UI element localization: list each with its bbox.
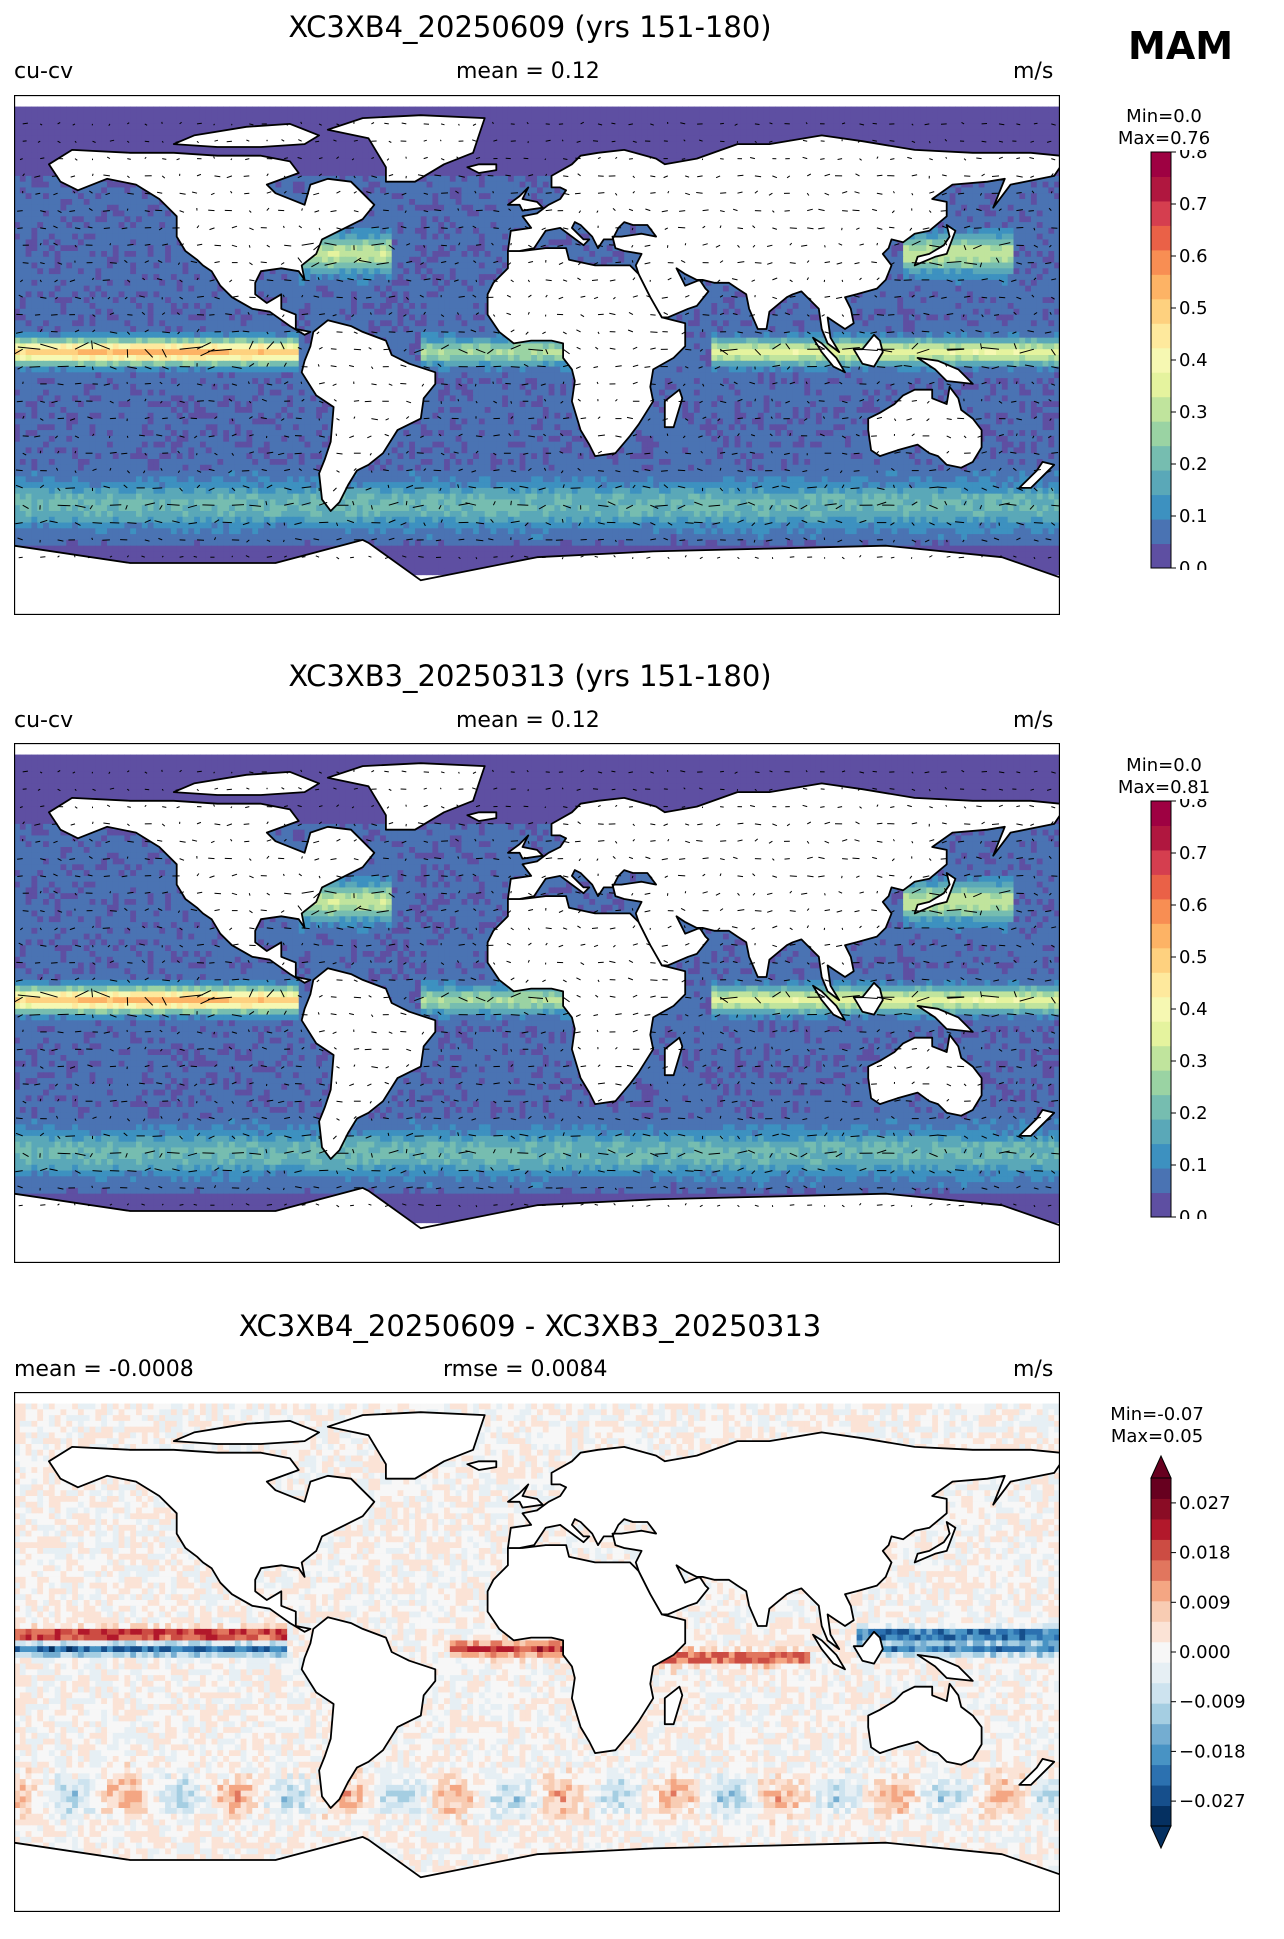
colorbar-tick-label: 0.009 [1179,1592,1231,1613]
panel-2-title: XC3XB3_20250313 (yrs 151-180) [0,659,1060,693]
panel-1-min-label: Min=0.0 [1104,106,1224,128]
panel-3-map [14,1392,1060,1912]
panel-2-map [14,743,1060,1263]
colorbar-tick-label: 0.6 [1179,246,1208,267]
panel-1-colorbar: 0.0 0.1 0.2 0.3 0.4 0.5 0.6 0.7 0.8 [1150,150,1208,570]
panel-3-center-label: rmse = 0.0084 [443,1357,607,1382]
panel-2-max-label: Max=0.81 [1104,777,1224,799]
colorbar-tick-label: 0.1 [1179,1155,1208,1176]
panel-3-left-label: mean = -0.0008 [14,1357,194,1382]
colorbar-tick-label: −0.027 [1179,1791,1246,1812]
colorbar-tick-label: 0.2 [1179,454,1208,475]
colorbar-tick-label: 0.0 [1179,1207,1208,1219]
land-mass [14,762,1060,1263]
panel-2-units-label: m/s [1013,708,1053,733]
panel-1-title: XC3XB4_20250609 (yrs 151-180) [0,10,1060,44]
panel-1-left-label: cu-cv [14,59,73,84]
colorbar-tick-label: 0.2 [1179,1103,1208,1124]
land-mass [14,1411,1060,1912]
velocity-vectors [14,769,1060,1208]
panel-1-center-label: mean = 0.12 [456,59,600,84]
colorbar-tick-label: 0.018 [1179,1543,1231,1564]
panel-3-colorbar: −0.027 −0.018 −0.009 0.000 0.009 0.018 0.027 [1150,1454,1246,1850]
colorbar-tick-label: 0.6 [1179,895,1208,916]
colorbar-tick-label: −0.018 [1179,1741,1246,1762]
velocity-vectors [14,121,1060,560]
colorbar-tick-label: 0.5 [1179,947,1208,968]
colorbar-tick-label: 0.5 [1179,298,1208,319]
colorbar-tick-label: 0.000 [1179,1642,1231,1663]
panel-1-units-label: m/s [1013,59,1053,84]
panel-1-max-label: Max=0.76 [1104,128,1224,150]
panel-3-title: XC3XB4_20250609 - XC3XB3_20250313 [0,1309,1060,1343]
colorbar-tick-label: 0.0 [1179,558,1208,570]
panel-3-max-label: Max=0.05 [1097,1426,1217,1448]
colorbar-tick-label: 0.3 [1179,1051,1208,1072]
colorbar-tick-label: 0.8 [1179,799,1208,812]
panel-3-units-label: m/s [1013,1357,1053,1382]
colorbar-tick-label: 0.8 [1179,150,1208,163]
panel-2-colorbar: 0.0 0.1 0.2 0.3 0.4 0.5 0.6 0.7 0.8 [1150,799,1208,1219]
colorbar-tick-label: 0.3 [1179,402,1208,423]
panel-2-left-label: cu-cv [14,708,73,733]
colorbar-tick-label: −0.009 [1179,1692,1246,1713]
colorbar-tick-label: 0.4 [1179,999,1208,1020]
season-label: MAM [1128,24,1233,68]
colorbar-tick-label: 0.1 [1179,506,1208,527]
colorbar-tick-label: 0.7 [1179,194,1208,215]
colorbar-tick-label: 0.027 [1179,1493,1231,1514]
colorbar-tick-label: 0.7 [1179,843,1208,864]
panel-3-min-label: Min=-0.07 [1097,1404,1217,1426]
colorbar-tick-label: 0.4 [1179,350,1208,371]
panel-2-min-label: Min=0.0 [1104,755,1224,777]
panel-2-center-label: mean = 0.12 [456,708,600,733]
panel-1-map [14,95,1060,615]
land-mass [14,114,1060,615]
